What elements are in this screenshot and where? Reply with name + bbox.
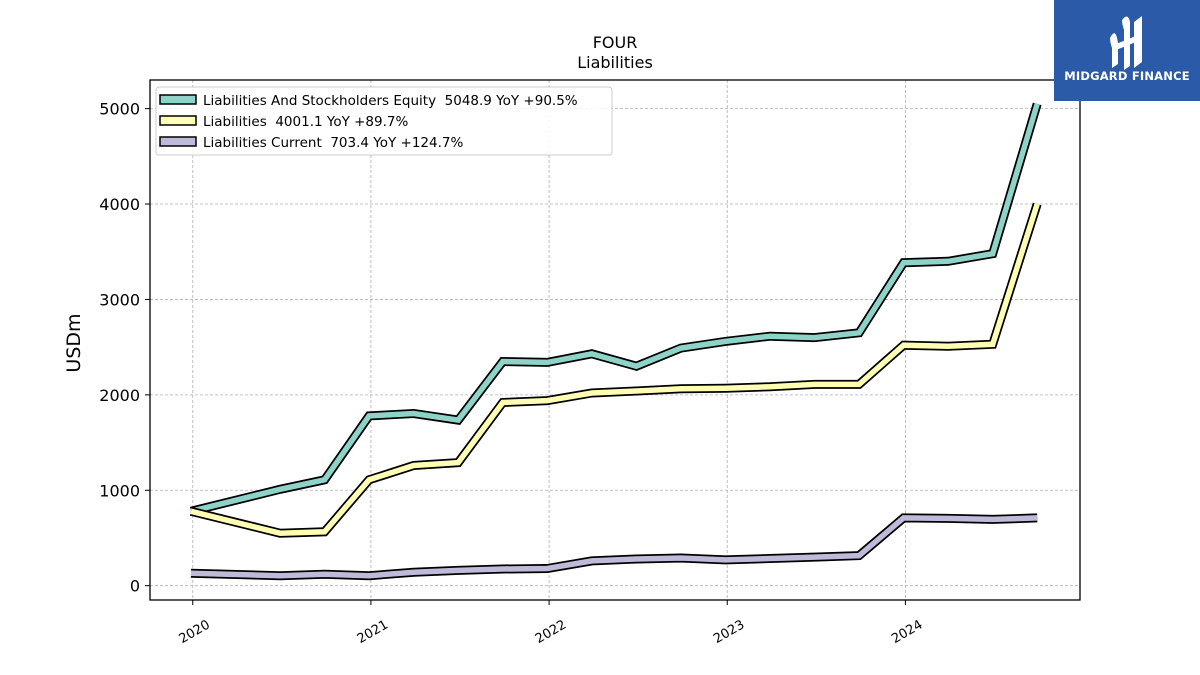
legend-swatch xyxy=(159,94,197,105)
series-line xyxy=(190,103,1040,514)
legend-swatch xyxy=(159,136,197,147)
y-tick-label: 0 xyxy=(130,577,140,596)
series-layer xyxy=(189,102,1042,581)
x-tick-label: 2020 xyxy=(177,617,213,647)
legend-label: Liabilities And Stockholders Equity 5048… xyxy=(203,93,578,109)
y-tick-label: 2000 xyxy=(99,386,140,405)
legend-swatch xyxy=(159,115,197,126)
legend-label: Liabilities 4001.1 YoY +89.7% xyxy=(203,114,408,130)
y-axis: 0 1000 2000 3000 4000 5000 xyxy=(99,100,150,596)
series-line-outline xyxy=(189,102,1042,516)
x-tick-label: 2021 xyxy=(355,617,391,647)
series-liabilities xyxy=(189,202,1042,538)
x-tick-label: 2024 xyxy=(889,617,925,647)
x-tick-label: 2023 xyxy=(711,617,747,647)
chart-title: FOUR xyxy=(593,33,638,52)
series-line xyxy=(190,203,1040,536)
logo-text: MIDGARD FINANCE xyxy=(1064,69,1190,83)
chart-subtitle: Liabilities xyxy=(577,53,653,72)
x-axis: 2020 2021 2022 2023 2024 xyxy=(177,600,925,647)
y-tick-label: 1000 xyxy=(99,481,140,500)
y-tick-label: 5000 xyxy=(99,100,140,119)
legend-item: Liabilities And Stockholders Equity 5048… xyxy=(159,93,578,109)
series-liabilities-current xyxy=(190,513,1038,581)
x-tick-label: 2022 xyxy=(533,617,569,647)
midgard-logo-icon xyxy=(1110,16,1142,70)
legend-item: Liabilities 4001.1 YoY +89.7% xyxy=(159,114,408,130)
brand-logo: MIDGARD FINANCE xyxy=(1054,0,1200,101)
legend-box xyxy=(155,86,613,156)
legend-item: Liabilities Current 703.4 YoY +124.7% xyxy=(159,135,463,151)
series-liabilities-and-stockholders-equity xyxy=(189,102,1042,516)
plot-frame xyxy=(149,79,1081,601)
y-axis-label: USDm xyxy=(63,313,85,372)
legend-label: Liabilities Current 703.4 YoY +124.7% xyxy=(203,135,463,151)
legend: Liabilities And Stockholders Equity 5048… xyxy=(155,86,613,156)
series-line xyxy=(190,515,1038,579)
series-line-outline xyxy=(190,513,1038,581)
y-tick-label: 4000 xyxy=(99,195,140,214)
y-tick-label: 3000 xyxy=(99,290,140,309)
